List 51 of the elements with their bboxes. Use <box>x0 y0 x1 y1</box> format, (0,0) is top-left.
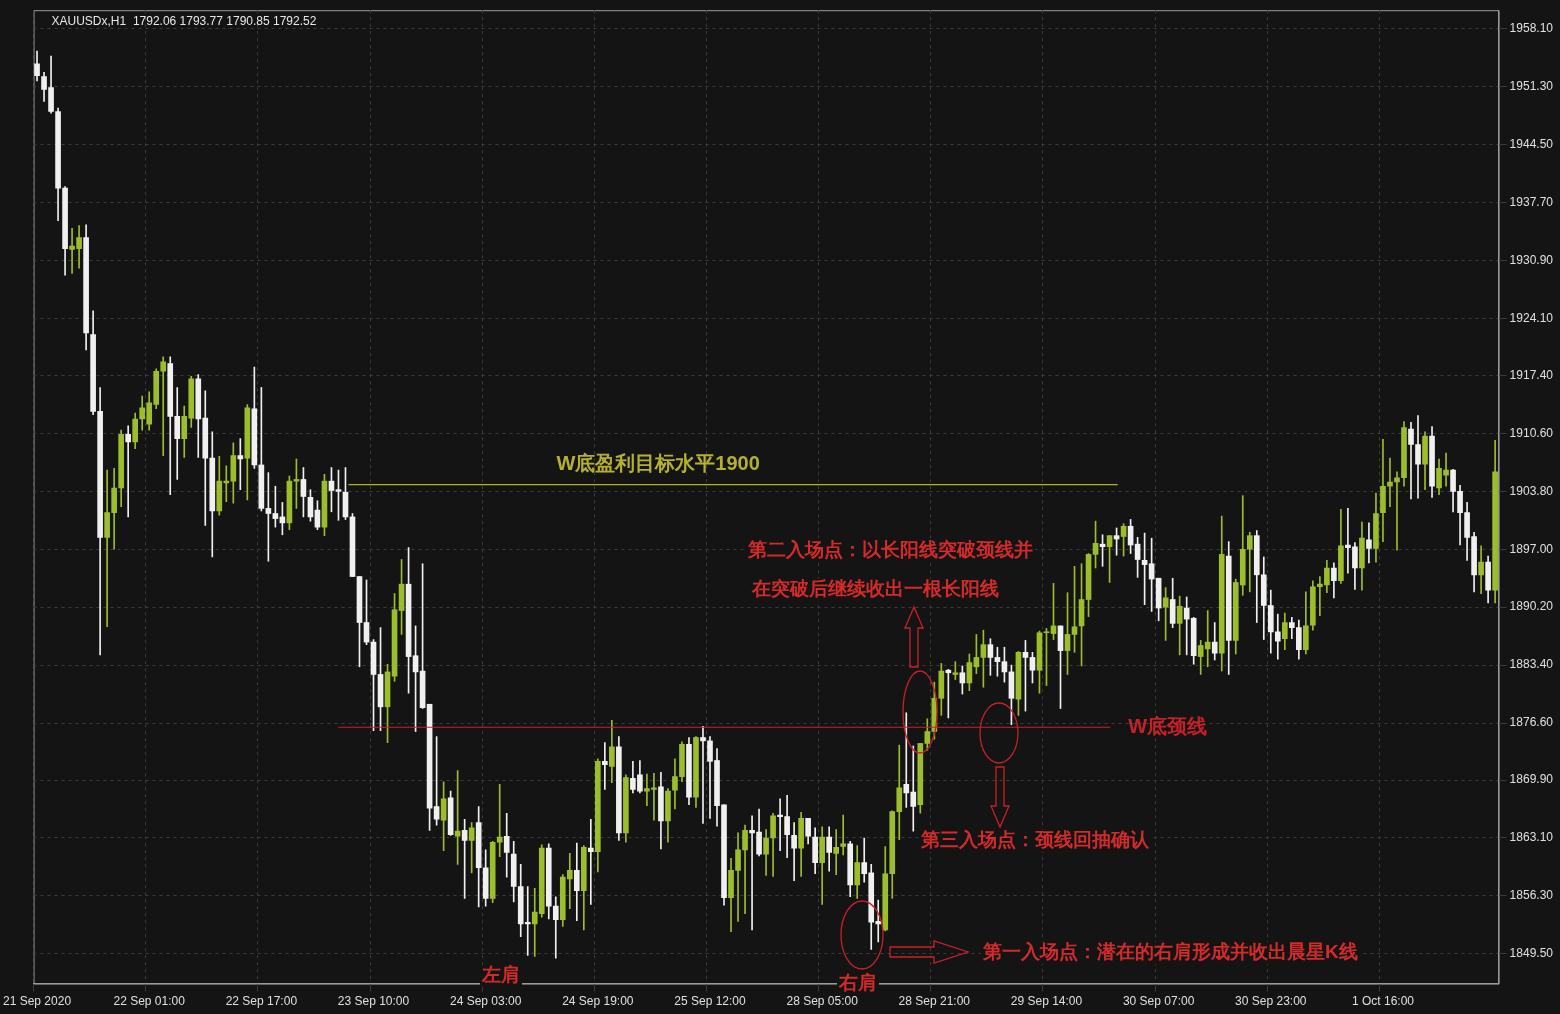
y-tick-label: 1863.10 <box>1509 830 1554 845</box>
x-tick-label: 22 Sep 17:00 <box>225 994 298 1009</box>
y-tick-label: 1856.30 <box>1509 888 1554 903</box>
y-tick-label: 1910.60 <box>1509 425 1554 440</box>
y-tick-label: 1897.00 <box>1509 541 1554 556</box>
candlestick <box>791 822 797 881</box>
candlestick <box>552 896 559 959</box>
x-tick-label: 30 Sep 23:00 <box>1235 994 1307 1009</box>
annotation: 右肩 <box>838 972 877 994</box>
x-tick-label: 25 Sep 12:00 <box>674 994 747 1009</box>
y-tick-label: 1937.70 <box>1509 194 1554 209</box>
y-tick-label: 1924.10 <box>1509 310 1554 325</box>
ref-line-label: W底颈线 <box>1128 714 1208 737</box>
y-tick-label: 1890.20 <box>1509 599 1554 614</box>
x-tick-label: 29 Sep 14:00 <box>1010 994 1083 1009</box>
x-tick-label: 23 Sep 10:00 <box>337 994 410 1009</box>
candlestick <box>602 742 608 790</box>
y-tick-label: 1930.90 <box>1509 252 1554 267</box>
candlestick <box>742 824 748 915</box>
y-tick-label: 1917.40 <box>1509 367 1554 382</box>
x-tick-label: 22 Sep 01:00 <box>113 994 186 1009</box>
x-tick-label: 21 Sep 2020 <box>3 994 72 1009</box>
y-tick-label: 1951.30 <box>1509 79 1554 94</box>
candlestick <box>588 818 594 905</box>
candlestick <box>700 726 706 824</box>
x-tick-label: 1 Oct 16:00 <box>1351 994 1415 1009</box>
chart-title: XAUUSDx,H1 1792.06 1793.77 1790.85 1792.52 <box>51 13 317 28</box>
x-tick-label: 28 Sep 21:00 <box>898 994 971 1009</box>
y-tick-label: 1903.80 <box>1509 483 1554 498</box>
ref-line-label: W底盈利目标水平1900 <box>556 452 760 475</box>
annotation: 第二入场点：以长阳线突破颈线并 <box>747 539 1033 561</box>
y-tick-label: 1869.90 <box>1509 772 1554 787</box>
candlestick <box>125 425 131 518</box>
y-tick-label: 1876.60 <box>1509 715 1554 730</box>
candlestick <box>1366 522 1372 564</box>
annotation: 左肩 <box>481 964 520 986</box>
candlestick <box>1274 613 1281 660</box>
annotation: 第一入场点：潜在的右肩形成并收出晨星K线 <box>982 941 1358 963</box>
y-tick-label: 1849.50 <box>1509 946 1554 961</box>
x-tick-label: 30 Sep 07:00 <box>1122 994 1195 1009</box>
candlestick <box>237 438 244 490</box>
x-tick-label: 24 Sep 03:00 <box>449 994 522 1009</box>
y-tick-label: 1958.10 <box>1509 21 1554 36</box>
candlestick <box>833 829 840 875</box>
y-tick-label: 1944.50 <box>1509 137 1554 152</box>
y-tick-label: 1883.40 <box>1509 657 1554 672</box>
annotation: 第三入场点：颈线回抽确认 <box>920 829 1150 851</box>
annotation: 在突破后继续收出一根长阳线 <box>751 578 999 600</box>
candlestick <box>840 814 847 856</box>
x-tick-label: 24 Sep 19:00 <box>562 994 634 1009</box>
x-tick-label: 28 Sep 05:00 <box>786 994 859 1009</box>
